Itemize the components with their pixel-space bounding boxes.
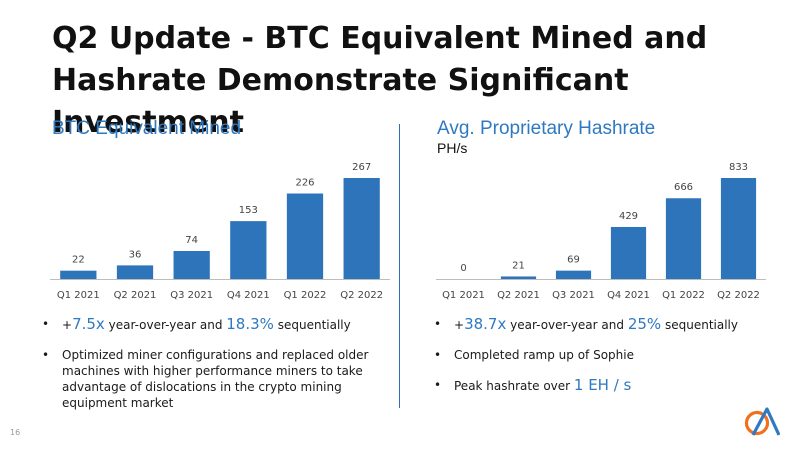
data-label: 0 <box>460 263 466 274</box>
data-label: 226 <box>295 178 314 189</box>
category-label: Q1 2022 <box>662 290 705 301</box>
column-divider <box>399 124 400 408</box>
bullet-item: Completed ramp up of Sophie <box>432 347 772 363</box>
category-label: Q2 2021 <box>497 290 540 301</box>
bar <box>286 193 324 279</box>
data-label: 666 <box>674 182 693 193</box>
bullet-item: Peak hashrate over 1 EH / s <box>432 377 772 394</box>
data-label: 153 <box>239 205 258 216</box>
bar <box>343 178 380 279</box>
bar <box>60 270 97 279</box>
bullet-item: Optimized miner configurations and repla… <box>40 347 380 411</box>
bar <box>665 198 702 279</box>
category-label: Q1 2022 <box>284 290 327 301</box>
category-label: Q3 2021 <box>552 290 595 301</box>
hashrate-unit: PH/s <box>437 140 468 156</box>
btc-mined-chart: 22 Q1 2021 36 Q2 2021 74 Q3 2021 153 Q4 2021 226… <box>50 162 390 301</box>
bar <box>230 221 267 279</box>
company-logo-icon <box>744 407 780 436</box>
category-label: Q1 2021 <box>442 290 485 301</box>
category-label: Q2 2021 <box>114 290 157 301</box>
category-label: Q2 2022 <box>717 290 760 301</box>
btc-mined-heading: BTC Equivalent Mined <box>52 118 242 139</box>
category-label: Q3 2021 <box>170 290 213 301</box>
bar <box>173 251 210 279</box>
data-label: 36 <box>129 249 142 260</box>
bullet-item: +38.7x year-over-year and 25% sequential… <box>432 316 772 333</box>
data-label: 833 <box>729 162 748 173</box>
bar <box>500 276 537 279</box>
btc-mined-bullets: +7.5x year-over-year and 18.3% sequentia… <box>40 316 380 425</box>
title-lead: Q2 Update - <box>52 21 265 56</box>
page-number: 16 <box>10 428 21 437</box>
data-label: 429 <box>619 211 638 222</box>
data-label: 267 <box>352 162 371 173</box>
category-label: Q4 2021 <box>607 290 650 301</box>
category-label: Q2 2022 <box>340 290 383 301</box>
hashrate-bullets: +38.7x year-over-year and 25% sequential… <box>432 316 772 408</box>
hashrate-heading: Avg. Proprietary Hashrate <box>437 118 656 139</box>
title-rest: BTC Equivalent Mined and Hashrate Demons… <box>52 21 708 140</box>
data-label: 21 <box>512 260 525 271</box>
bullet-item: +7.5x year-over-year and 18.3% sequentia… <box>40 316 380 333</box>
bar <box>720 178 757 279</box>
data-label: 69 <box>567 255 580 266</box>
bar <box>610 226 647 279</box>
slide-title: Q2 Update - BTC Equivalent Mined and Has… <box>52 18 792 144</box>
bar <box>116 265 154 279</box>
category-label: Q1 2021 <box>57 290 100 301</box>
data-label: 22 <box>72 255 85 266</box>
data-label: 74 <box>185 235 198 246</box>
category-label: Q4 2021 <box>227 290 270 301</box>
bar <box>555 270 592 279</box>
hashrate-chart: 0 Q1 2021 21 Q2 2021 69 Q3 2021 429 Q4 2021 666 Q… <box>436 162 766 301</box>
